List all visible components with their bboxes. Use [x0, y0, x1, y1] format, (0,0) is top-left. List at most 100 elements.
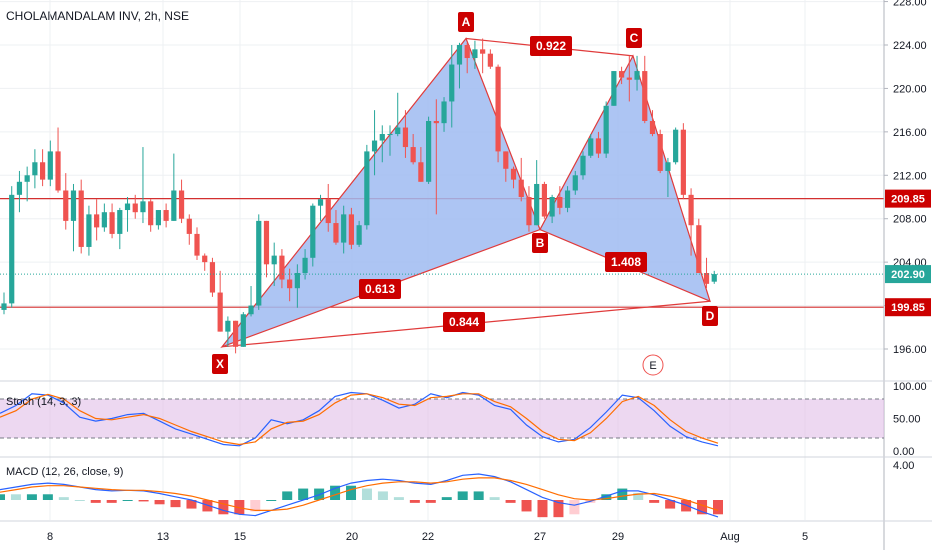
candle: [132, 194, 138, 219]
candle-body: [456, 45, 463, 65]
candle: [348, 207, 354, 250]
ratio-label-text: 0.922: [536, 39, 566, 53]
candle: [611, 71, 617, 106]
candle: [634, 55, 640, 91]
candle-body: [642, 71, 648, 121]
candle: [680, 123, 686, 200]
macd-hist-bar: [234, 500, 245, 515]
candle: [202, 253, 208, 271]
candle-body: [256, 220, 262, 306]
pattern-point-d: D: [702, 306, 718, 326]
candle: [657, 129, 663, 174]
candle-body: [572, 175, 578, 191]
candle-body: [271, 255, 277, 265]
macd-hist-bar: [457, 491, 468, 500]
price-tag-label: 199.85: [891, 302, 925, 314]
candle-body: [703, 273, 710, 284]
candle: [456, 42, 463, 89]
candle-body: [32, 162, 38, 176]
pattern-point-bg: [532, 233, 548, 253]
candle: [24, 166, 30, 202]
x-tick-label: 20: [346, 531, 358, 543]
price-tag: 202.90: [885, 265, 931, 284]
candle: [294, 264, 300, 308]
candle: [371, 110, 378, 176]
candle: [140, 147, 146, 224]
candle-body: [94, 214, 100, 228]
macd-hist-bar: [409, 500, 420, 503]
candle-body: [1, 303, 7, 310]
candle-body: [9, 194, 15, 304]
candle: [402, 110, 409, 158]
ratio-label-bg: [443, 312, 485, 332]
candle: [410, 134, 416, 165]
candle-body: [688, 194, 694, 226]
candle-body: [387, 134, 393, 136]
candle-body: [155, 210, 161, 226]
candle: [564, 186, 571, 213]
y-tick-label: 216.00: [893, 127, 927, 139]
candle: [518, 157, 524, 202]
candle: [186, 214, 192, 245]
candle-body: [186, 218, 192, 234]
candle: [449, 45, 455, 128]
macd-hist-bar: [377, 491, 388, 500]
candle-body: [279, 255, 285, 280]
macd-hist-bar: [298, 488, 309, 500]
candle-body: [665, 162, 671, 171]
candle: [487, 49, 493, 69]
pattern-point-bg: [626, 28, 642, 48]
candle: [117, 207, 123, 250]
candle-body: [233, 320, 239, 347]
candle-body: [588, 138, 594, 156]
candle-body: [287, 279, 293, 289]
candle-body: [534, 183, 540, 226]
candle-body: [148, 201, 154, 226]
macd-hist-bar: [122, 500, 133, 501]
y-tick-label: 224.00: [893, 40, 927, 52]
candle-body: [418, 162, 424, 182]
macd-hist-bar: [713, 500, 723, 515]
candle-body: [109, 212, 115, 234]
candle: [441, 97, 447, 132]
macd-hist-bar: [74, 500, 85, 501]
candle: [263, 220, 270, 278]
candle: [426, 116, 432, 184]
macd-hist-bar: [170, 500, 181, 508]
candle-body: [341, 214, 347, 243]
x-tick-label: 27: [534, 531, 546, 543]
macd-line: [0, 473, 719, 518]
candle-body: [480, 49, 486, 54]
candle: [155, 210, 161, 230]
macd-y-tick: 4.00: [893, 460, 914, 472]
stoch-y-tick: 100.00: [893, 381, 927, 393]
candle-body: [611, 71, 617, 106]
candle: [70, 183, 77, 252]
candle: [225, 316, 231, 347]
candle: [32, 149, 38, 189]
macd-hist-bar: [537, 500, 548, 518]
price-tag-label: 202.90: [891, 269, 925, 281]
candle: [619, 66, 625, 85]
candle-body: [441, 101, 447, 124]
candle-body: [449, 64, 455, 102]
macd-hist-bar: [90, 500, 101, 503]
macd-hist-bar: [138, 500, 149, 502]
candle-body: [626, 77, 632, 80]
candle: [333, 210, 339, 245]
candle-body: [55, 151, 61, 191]
candle: [510, 166, 517, 189]
candle-body: [487, 53, 493, 67]
candle-body: [86, 214, 92, 247]
candle-body: [711, 274, 717, 282]
macd-hist-bar: [569, 500, 580, 515]
stoch-line-k: [0, 391, 719, 447]
candle: [711, 270, 717, 284]
price-tag-bg: [885, 265, 931, 284]
candle-body: [348, 214, 354, 245]
candle: [9, 186, 15, 308]
candle-body: [619, 71, 625, 78]
chart-title: CHOLAMANDALAM INV, 2h, NSE: [6, 9, 189, 23]
